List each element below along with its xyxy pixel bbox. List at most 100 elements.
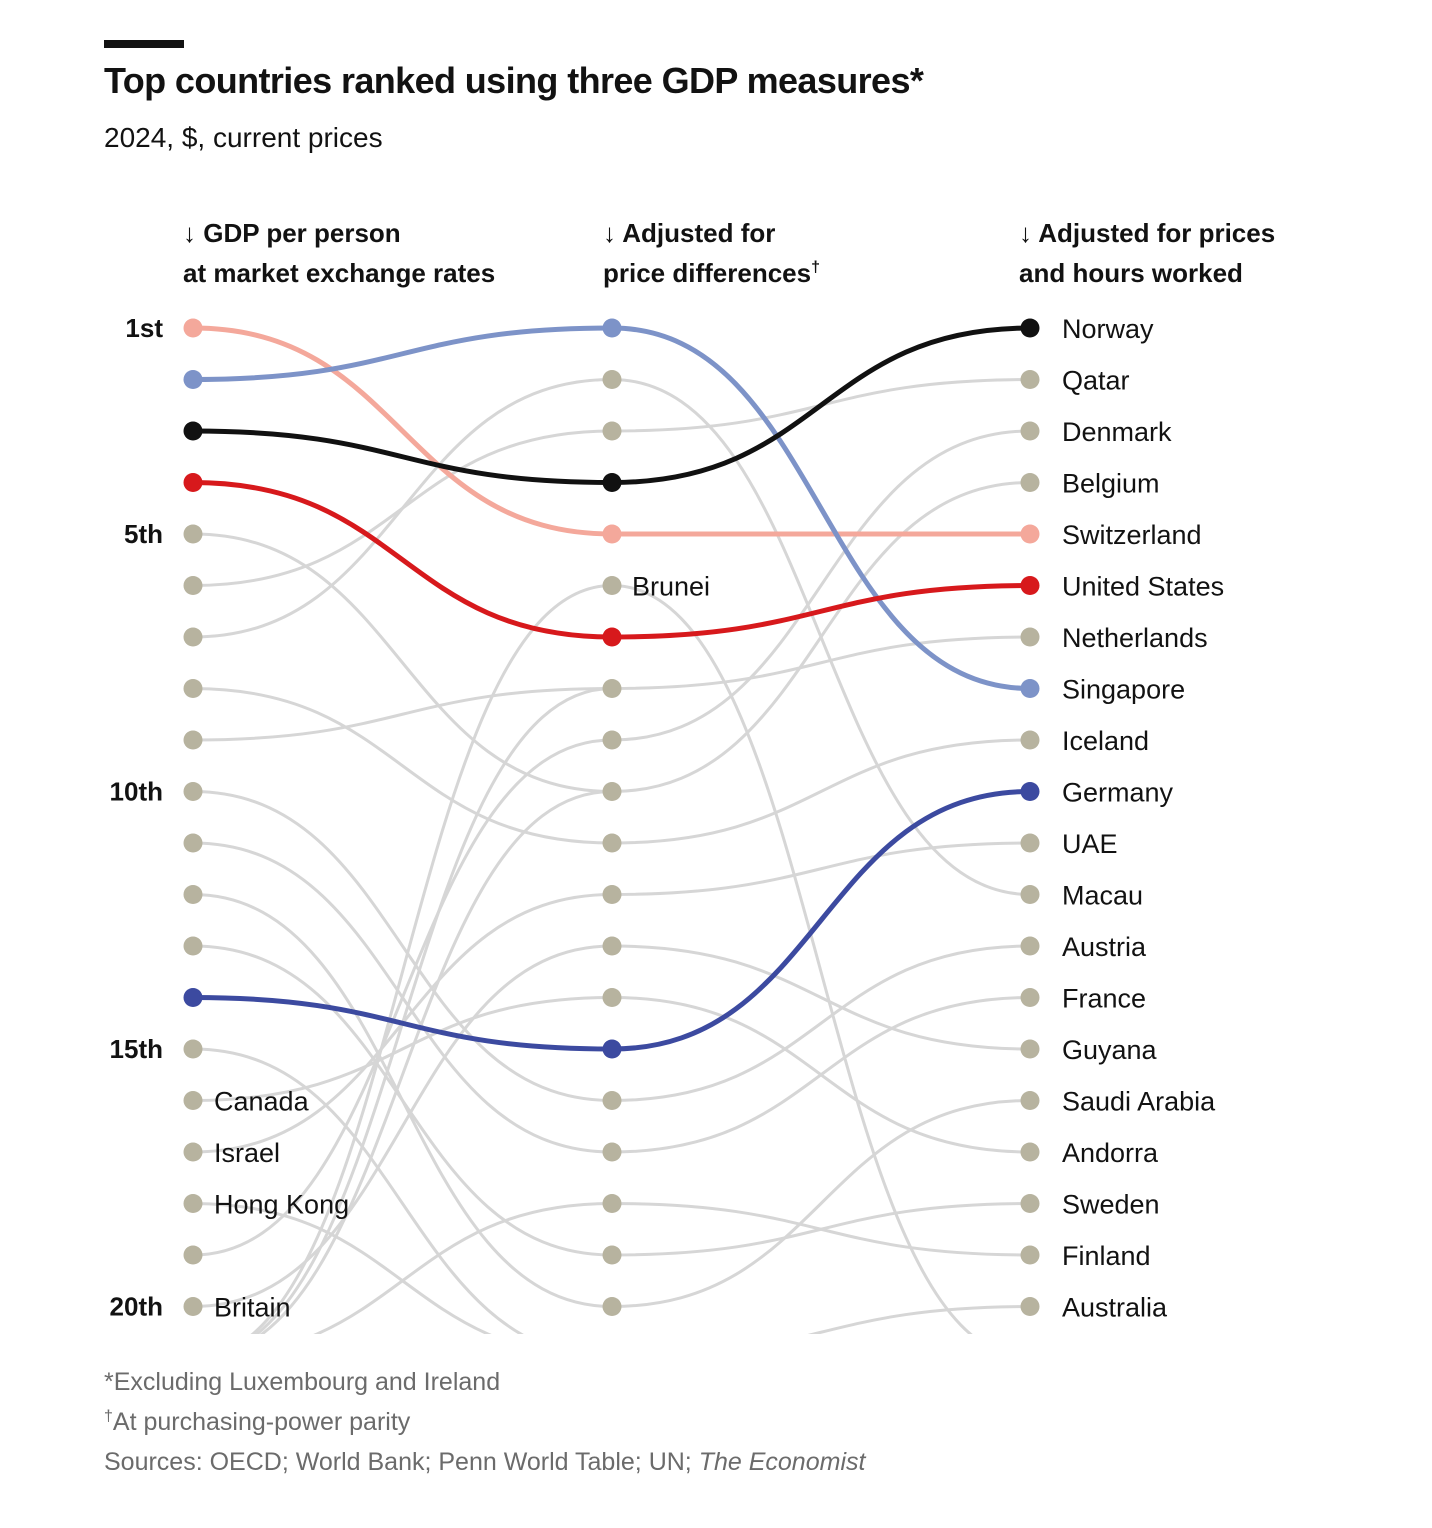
sources-economist: The Economist — [698, 1448, 866, 1476]
dot-col1-rank19 — [183, 1245, 203, 1265]
label-col3-austria: Austria — [1062, 932, 1147, 962]
series-line-germany — [190, 789, 1033, 1052]
label-col1-israel: Israel — [214, 1138, 280, 1168]
dot-col1-rank16 — [183, 1091, 203, 1110]
dot-col1-rank9 — [183, 730, 203, 750]
dot-col2-rank17 — [602, 1142, 622, 1162]
series-dot-singapore-col2 — [602, 318, 622, 338]
dot-col3-rank20 — [1020, 1297, 1040, 1316]
series-dot-norway-col1 — [183, 421, 203, 441]
grey-line-15 — [249, 584, 613, 1334]
series-dot-united-states-col3 — [1020, 576, 1040, 595]
series-dot-germany-col3 — [1020, 782, 1040, 801]
grey-line-12 — [192, 944, 613, 1308]
dot-col3-rank16 — [1020, 1091, 1040, 1110]
column-header-1-line1: ↓ GDP per person — [183, 218, 401, 248]
grey-line-16 — [313, 1202, 613, 1334]
footnote-exclusion: *Excluding Luxembourg and Ireland — [104, 1368, 501, 1396]
label-col3-guyana: Guyana — [1062, 1035, 1158, 1065]
dot-col3-rank14 — [1020, 988, 1040, 1007]
dot-col1-rank13 — [183, 936, 203, 956]
dot-col3-rank17 — [1020, 1142, 1040, 1162]
dot-col2-rank16 — [602, 1091, 622, 1110]
label-col3-denmark: Denmark — [1062, 417, 1172, 447]
label-col3-germany: Germany — [1062, 778, 1174, 808]
series-dot-switzerland-col1 — [183, 318, 203, 338]
grey-line-b-10 — [611, 944, 1031, 1102]
label-col3-norway: Norway — [1062, 314, 1154, 344]
series-dot-switzerland-col3 — [1020, 524, 1040, 544]
dot-col2-rank14 — [602, 988, 622, 1007]
dot-col3-rank15 — [1020, 1039, 1040, 1059]
series-dot-norway-col3 — [1020, 318, 1040, 338]
dot-col2-rank19 — [602, 1245, 622, 1265]
dot-col2-rank20 — [602, 1297, 622, 1316]
grey-line-4 — [192, 687, 613, 742]
series-dot-norway-col2 — [602, 473, 622, 492]
chart-subtitle: 2024, $, current prices — [104, 122, 383, 153]
rank-label-10: 10th — [110, 777, 163, 807]
label-col1-hong-kong: Hong Kong — [214, 1190, 349, 1220]
grey-line-b-6 — [611, 738, 1031, 845]
grey-line-0 — [192, 532, 613, 793]
label-col3-finland: Finland — [1062, 1241, 1151, 1271]
dot-col2-rank2 — [602, 370, 622, 389]
series-dot-singapore-col3 — [1020, 679, 1040, 698]
dot-col1-rank12 — [183, 885, 203, 904]
label-col3-andorra: Andorra — [1062, 1138, 1159, 1168]
dot-col3-rank13 — [1020, 936, 1040, 956]
column-header-1-line2: at market exchange rates — [183, 258, 495, 288]
grey-line-b-13 — [611, 1202, 1031, 1257]
label-col1-britain: Britain — [214, 1293, 291, 1323]
label-col3-iceland: Iceland — [1062, 726, 1149, 756]
footnote-ppp: †At purchasing-power parity — [104, 1408, 410, 1437]
label-col3-sweden: Sweden — [1062, 1190, 1160, 1220]
dot-col1-rank11 — [183, 833, 203, 853]
dot-col1-rank18 — [183, 1194, 203, 1213]
grey-line-b-11 — [611, 996, 1031, 1154]
dot-col3-rank9 — [1020, 730, 1040, 750]
grey-line-b-8 — [611, 944, 1031, 1051]
label-col3-australia: Australia — [1062, 1293, 1168, 1323]
connector-lines — [190, 325, 1033, 1410]
grey-line-13 — [192, 1047, 525, 1334]
dot-col1-rank15 — [183, 1039, 203, 1059]
footnote-dagger: † — [104, 1408, 113, 1425]
dot-col3-rank2 — [1020, 370, 1040, 389]
dot-col3-rank3 — [1020, 421, 1040, 441]
grey-line-9 — [192, 996, 613, 1102]
dot-col1-rank8 — [183, 679, 203, 698]
grey-line-b-17 — [612, 1358, 1030, 1410]
column-header-2-line1: ↓ Adjusted for — [603, 218, 775, 248]
label-col3-belgium: Belgium — [1062, 469, 1160, 499]
rank-label-15: 15th — [110, 1034, 163, 1064]
label-col2-brunei: Brunei — [632, 572, 710, 602]
series-dot-switzerland-col2 — [602, 524, 622, 544]
grey-line-18 — [259, 790, 613, 1334]
label-col3-switzerland: Switzerland — [1062, 520, 1202, 550]
grey-line-3 — [192, 687, 613, 845]
dot-col1-rank7 — [183, 627, 203, 647]
dot-col2-rank13 — [602, 936, 622, 956]
label-col3-saudi-arabia: Saudi Arabia — [1062, 1087, 1216, 1117]
grey-line-b-4 — [611, 429, 1031, 742]
label-col1-canada: Canada — [214, 1087, 310, 1117]
label-col3-macau: Macau — [1062, 881, 1143, 911]
grey-line-b-14 — [611, 1099, 1031, 1308]
title-rule — [104, 40, 184, 48]
grey-line-11 — [192, 738, 613, 1257]
column-header-3-line2: and hours worked — [1019, 258, 1243, 288]
dot-col3-rank12 — [1020, 885, 1040, 904]
grey-line-5 — [192, 790, 613, 1102]
grey-line-b-3 — [611, 635, 1031, 690]
grey-line-b-7 — [611, 841, 1031, 896]
label-col3-singapore: Singapore — [1062, 675, 1185, 705]
dot-col1-rank17 — [183, 1142, 203, 1162]
grey-line-b-5 — [611, 481, 1031, 793]
rank-label-1: 1st — [125, 313, 163, 343]
rank-dots — [183, 318, 1040, 1316]
dot-col1-rank6 — [183, 576, 203, 595]
dot-col2-rank8 — [602, 679, 622, 698]
dot-col2-rank6 — [602, 576, 622, 595]
label-col3-qatar: Qatar — [1062, 366, 1130, 396]
